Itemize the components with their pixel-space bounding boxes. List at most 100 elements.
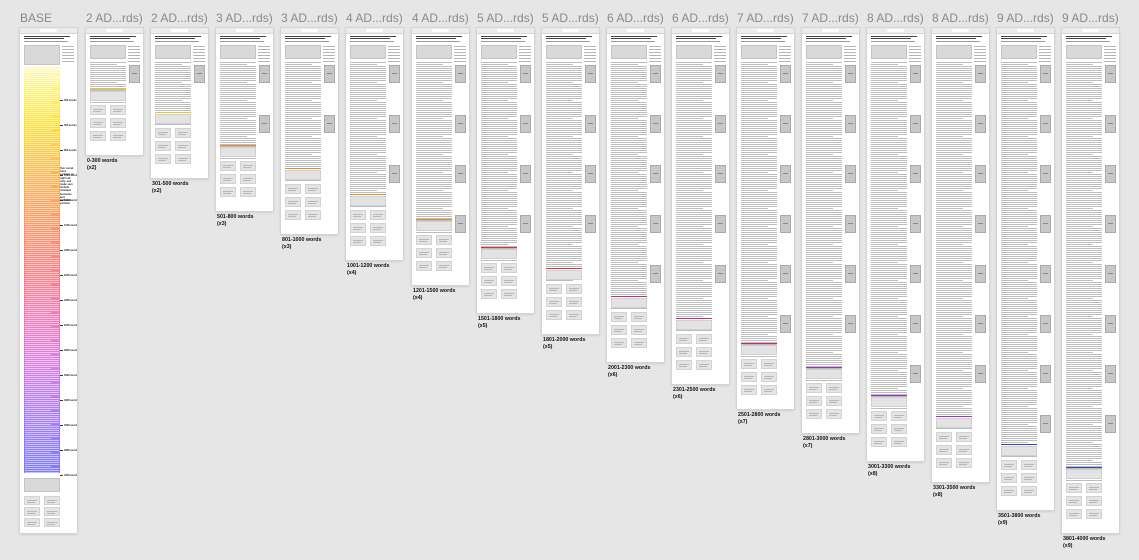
sidebar-link — [388, 55, 400, 56]
text-line — [546, 260, 582, 261]
artboard-variant[interactable] — [412, 28, 469, 285]
artboard-title[interactable]: 7 AD...rds) — [802, 11, 859, 25]
artboard-variant[interactable] — [151, 28, 208, 178]
text-line — [676, 256, 712, 257]
text-line — [25, 266, 59, 267]
artboard-title[interactable]: 9 AD...rds) — [1062, 11, 1119, 25]
headline — [416, 36, 462, 37]
text-line — [285, 80, 321, 81]
text-line — [806, 200, 842, 201]
text-line — [806, 80, 842, 81]
text-line — [25, 126, 59, 127]
artboard-title[interactable]: 9 AD...rds) — [997, 11, 1054, 25]
artboard-variant[interactable] — [281, 28, 338, 234]
text-line — [25, 332, 59, 333]
artboard-variant[interactable] — [1062, 28, 1119, 533]
text-line — [90, 76, 126, 77]
text-line — [416, 216, 452, 217]
text-line — [1066, 396, 1102, 397]
text-line — [546, 242, 582, 243]
sidebar-link — [1039, 49, 1051, 50]
artboard-title[interactable]: 8 AD...rds) — [867, 11, 924, 25]
text-line — [220, 142, 256, 143]
artboard-base[interactable]: 300 words 500 words 800 words 1000 words 120… — [20, 28, 77, 533]
footer-card — [761, 372, 777, 382]
text-line — [25, 354, 51, 355]
text-line — [806, 252, 842, 253]
artboard-title[interactable]: 3 AD...rds) — [216, 11, 273, 25]
text-line — [1066, 462, 1102, 463]
text-line — [546, 100, 573, 101]
word-limit-marker — [155, 112, 191, 113]
text-line — [546, 266, 582, 267]
right-rail-ad — [910, 365, 921, 383]
artboard-variant[interactable] — [867, 28, 924, 461]
artboard-variant[interactable] — [86, 28, 143, 155]
artboard-title[interactable]: 7 AD...rds) — [737, 11, 794, 25]
ad-multiplier: (x2) — [87, 165, 97, 171]
text-line — [741, 210, 777, 211]
text-line — [25, 302, 59, 303]
artboard-title[interactable]: 2 AD...rds) — [151, 11, 208, 25]
artboard-variant[interactable] — [672, 28, 729, 384]
text-line — [25, 352, 59, 353]
text-line — [416, 192, 452, 193]
text-line — [1001, 368, 1037, 369]
text-line — [350, 68, 386, 69]
text-line — [25, 328, 59, 329]
inline-ad — [871, 397, 907, 407]
text-line — [936, 72, 972, 73]
artboard-variant[interactable] — [607, 28, 664, 362]
footer-card — [741, 372, 757, 382]
text-line — [350, 66, 386, 67]
sidebar-link — [519, 61, 531, 62]
text-line — [25, 182, 59, 183]
artboard-variant[interactable] — [737, 28, 794, 409]
text-line — [25, 282, 59, 283]
footer-line — [288, 203, 296, 204]
address-bar — [561, 29, 580, 32]
footer-line — [874, 428, 884, 429]
artboard-variant[interactable] — [997, 28, 1054, 510]
headline — [350, 38, 390, 39]
artboard-title[interactable]: 4 AD...rds) — [412, 11, 469, 25]
sidebar-link — [584, 61, 596, 62]
artboard-title[interactable]: 4 AD...rds) — [346, 11, 403, 25]
artboard-title[interactable]: 6 AD...rds) — [607, 11, 664, 25]
text-line — [806, 220, 842, 221]
sidebar-link — [519, 46, 531, 47]
text-line — [936, 192, 972, 193]
text-line — [806, 326, 842, 327]
artboard-variant[interactable] — [346, 28, 403, 260]
inline-ad — [546, 270, 582, 280]
artboard-title[interactable]: 6 AD...rds) — [672, 11, 729, 25]
artboard-variant[interactable] — [802, 28, 859, 433]
artboard-title[interactable]: 2 AD...rds) — [86, 11, 143, 25]
artboard-variant[interactable] — [216, 28, 273, 211]
artboard-variant[interactable] — [477, 28, 534, 313]
text-line — [25, 290, 59, 291]
ad-placeholder-mark — [783, 323, 788, 325]
text-line — [806, 272, 842, 273]
ad-placeholder-mark — [848, 323, 853, 325]
text-line — [611, 262, 638, 263]
artboard-variant[interactable] — [542, 28, 599, 334]
text-line — [25, 436, 59, 437]
right-rail-ad — [520, 65, 531, 83]
text-line — [155, 64, 182, 65]
artboard-title[interactable]: BASE — [20, 11, 53, 25]
text-line — [1066, 286, 1102, 287]
artboard-variant[interactable] — [932, 28, 989, 482]
text-line — [676, 194, 712, 195]
text-line — [871, 72, 907, 73]
sidebar-link — [323, 46, 335, 47]
text-line — [546, 256, 582, 257]
artboard-title[interactable]: 8 AD...rds) — [932, 11, 989, 25]
text-line — [25, 424, 51, 425]
artboard-title[interactable]: 3 AD...rds) — [281, 11, 338, 25]
text-line — [936, 98, 972, 99]
headline — [546, 38, 586, 39]
text-line — [25, 264, 59, 265]
artboard-title[interactable]: 5 AD...rds) — [542, 11, 599, 25]
artboard-title[interactable]: 5 AD...rds) — [477, 11, 534, 25]
